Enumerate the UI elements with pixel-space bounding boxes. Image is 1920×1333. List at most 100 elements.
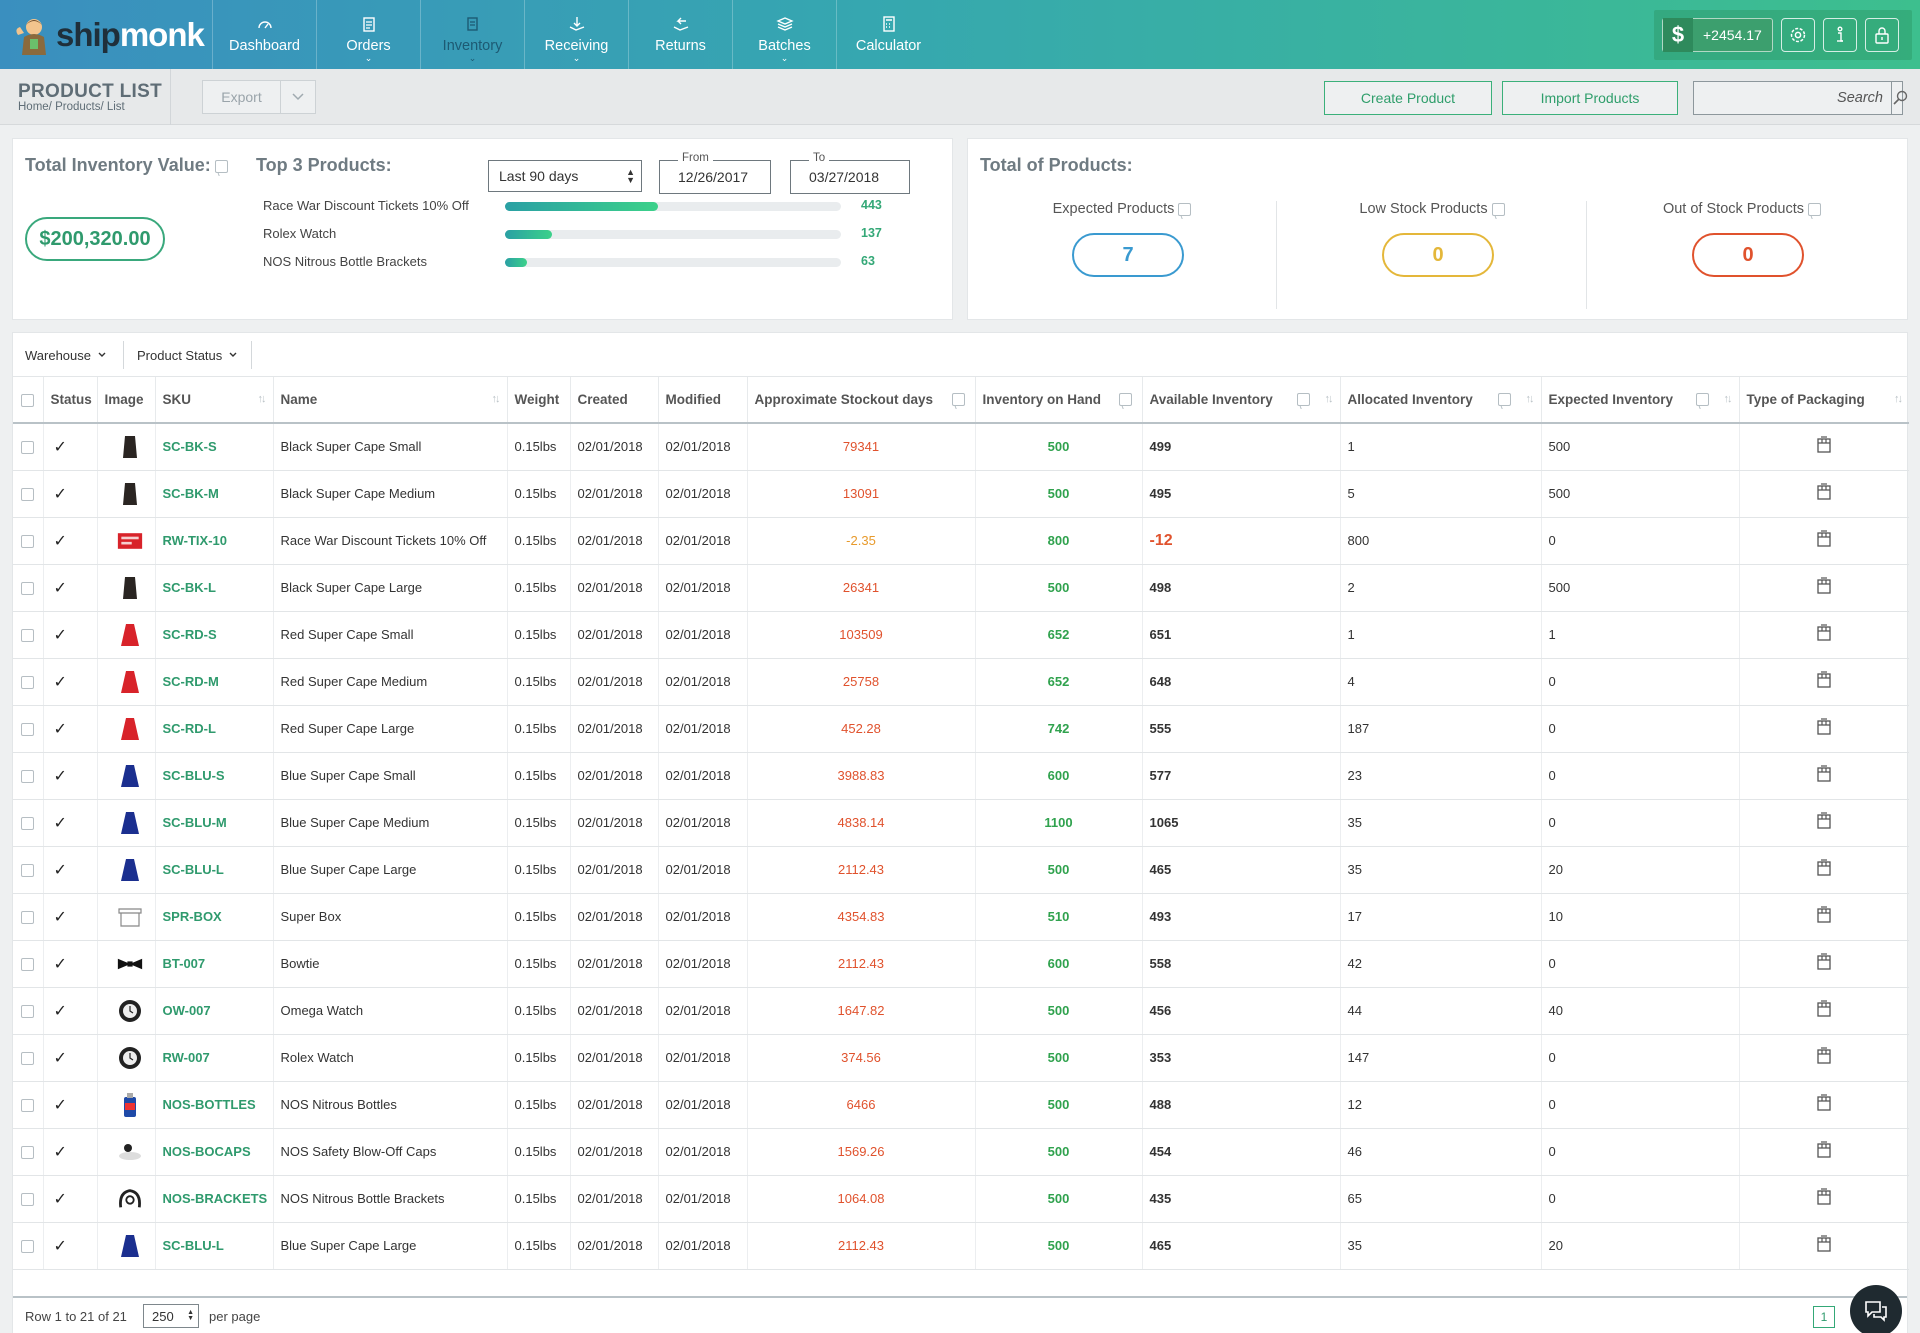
row-checkbox[interactable] (21, 1240, 34, 1254)
column-header-stockout-days[interactable]: Approximate Stockout days (747, 377, 976, 424)
product-image-cell[interactable] (97, 470, 156, 518)
sort-icon[interactable]: ↑↓ (491, 393, 501, 405)
row-checkbox[interactable] (21, 1052, 34, 1066)
row-select-cell[interactable] (13, 1222, 44, 1270)
column-header-on-hand[interactable]: Inventory on Hand (975, 377, 1143, 424)
sku-link[interactable]: SC-BLU-M (155, 799, 274, 847)
product-thumbnail[interactable] (117, 810, 143, 836)
per-page-select[interactable]: 250 ▲ ▼ (143, 1304, 199, 1328)
help-icon[interactable] (1118, 393, 1132, 406)
column-header-sku[interactable]: SKU ↑↓ (155, 377, 274, 424)
product-thumbnail[interactable] (117, 481, 143, 507)
sku-link[interactable]: OW-007 (155, 987, 274, 1035)
product-image-cell[interactable] (97, 987, 156, 1035)
breadcrumb[interactable]: Home/ Products/ List (18, 101, 125, 113)
table-row[interactable]: ✓ NOS-BOCAPS NOS Safety Blow-Off Caps 0.15l… (13, 1128, 1909, 1176)
row-select-cell[interactable] (13, 1081, 44, 1129)
row-select-cell[interactable] (13, 423, 44, 471)
row-select-cell[interactable] (13, 1034, 44, 1082)
packaging-type-cell[interactable] (1739, 470, 1909, 518)
row-checkbox[interactable] (21, 1005, 34, 1019)
table-row[interactable]: ✓ SC-BLU-L Blue Super Cape Large 0.15lbs 02/… (13, 1222, 1909, 1270)
sort-icon[interactable]: ↑↓ (1894, 393, 1903, 405)
product-thumbnail[interactable] (117, 1045, 143, 1071)
product-image-cell[interactable] (97, 893, 156, 941)
page-button[interactable]: 1 (1813, 1306, 1835, 1328)
create-product-button[interactable]: Create Product (1324, 81, 1492, 115)
product-thumbnail[interactable] (117, 951, 143, 977)
column-header-status[interactable]: Status (43, 377, 98, 424)
product-thumbnail[interactable] (117, 763, 143, 789)
table-row[interactable]: ✓ BT-007 Bowtie 0.15lbs 02/01/2018 02/01/2018… (13, 940, 1909, 988)
table-row[interactable]: ✓ SC-RD-S Red Super Cape Small 0.15lbs 02/01… (13, 611, 1909, 659)
packaging-type-cell[interactable] (1739, 940, 1909, 988)
product-image-cell[interactable] (97, 799, 156, 847)
table-row[interactable]: ✓ SC-BK-L Black Super Cape Large 0.15lbs 02/… (13, 564, 1909, 612)
sort-icon[interactable]: ↑↓ (1723, 393, 1733, 405)
product-thumbnail[interactable] (117, 622, 143, 648)
column-header-created[interactable]: Created (570, 377, 659, 424)
product-thumbnail[interactable] (117, 434, 143, 460)
column-header-name[interactable]: Name ↑↓ (273, 377, 508, 424)
row-select-cell[interactable] (13, 658, 44, 706)
row-checkbox[interactable] (21, 864, 34, 878)
warehouse-filter[interactable]: Warehouse (13, 344, 107, 366)
date-range-select[interactable]: Last 90 days ▲ ▼ (488, 160, 642, 192)
nav-item-orders[interactable]: Orders ⌄ (316, 0, 420, 69)
nav-item-returns[interactable]: Returns (628, 0, 732, 69)
product-image-cell[interactable] (97, 1128, 156, 1176)
balance-badge[interactable]: $ +2454.17 (1662, 18, 1773, 52)
to-date-field[interactable]: To 03/27/2018 (790, 152, 910, 194)
product-image-cell[interactable] (97, 1175, 156, 1223)
packaging-type-cell[interactable] (1739, 987, 1909, 1035)
select-all-header[interactable] (13, 377, 44, 424)
table-row[interactable]: ✓ SC-BLU-S Blue Super Cape Small 0.15lbs 02/… (13, 752, 1909, 800)
product-thumbnail[interactable] (117, 1186, 143, 1212)
packaging-type-cell[interactable] (1739, 705, 1909, 753)
row-select-cell[interactable] (13, 987, 44, 1035)
help-icon[interactable] (1296, 393, 1310, 406)
table-row[interactable]: ✓ OW-007 Omega Watch 0.15lbs 02/01/2018 02/01… (13, 987, 1909, 1035)
sku-link[interactable]: SC-RD-L (155, 705, 274, 753)
sort-icon[interactable]: ↑↓ (257, 393, 267, 405)
nav-item-batches[interactable]: Batches ⌄ (732, 0, 836, 69)
product-status-filter[interactable]: Product Status (125, 344, 238, 366)
packaging-type-cell[interactable] (1739, 1222, 1909, 1270)
row-checkbox[interactable] (21, 958, 34, 972)
row-select-cell[interactable] (13, 799, 44, 847)
sku-link[interactable]: SC-BLU-L (155, 1222, 274, 1270)
table-row[interactable]: ✓ SC-RD-M Red Super Cape Medium 0.15lbs 02/0… (13, 658, 1909, 706)
row-checkbox[interactable] (21, 1193, 34, 1207)
packaging-type-cell[interactable] (1739, 564, 1909, 612)
row-checkbox[interactable] (21, 723, 34, 737)
help-icon[interactable] (1178, 202, 1192, 216)
info-button[interactable] (1822, 18, 1857, 52)
product-image-cell[interactable] (97, 517, 156, 565)
column-header-modified[interactable]: Modified (658, 377, 748, 424)
export-button[interactable]: Export (203, 81, 281, 113)
product-thumbnail[interactable] (117, 998, 143, 1024)
product-thumbnail[interactable] (117, 575, 143, 601)
row-select-cell[interactable] (13, 564, 44, 612)
table-row[interactable]: ✓ SC-BLU-L Blue Super Cape Large 0.15lbs 02/… (13, 846, 1909, 894)
row-select-cell[interactable] (13, 517, 44, 565)
search-button[interactable] (1891, 82, 1908, 114)
row-select-cell[interactable] (13, 611, 44, 659)
product-image-cell[interactable] (97, 752, 156, 800)
row-checkbox[interactable] (21, 1146, 34, 1160)
product-thumbnail[interactable] (117, 904, 143, 930)
chevron-down-icon[interactable] (281, 81, 315, 113)
product-thumbnail[interactable] (117, 1233, 143, 1259)
product-thumbnail[interactable] (117, 1139, 143, 1165)
help-icon[interactable] (1808, 202, 1822, 216)
help-icon[interactable] (214, 159, 228, 173)
sku-link[interactable]: BT-007 (155, 940, 274, 988)
product-image-cell[interactable] (97, 423, 156, 471)
product-image-cell[interactable] (97, 846, 156, 894)
row-select-cell[interactable] (13, 940, 44, 988)
table-row[interactable]: ✓ SC-RD-L Red Super Cape Large 0.15lbs 02/01… (13, 705, 1909, 753)
packaging-type-cell[interactable] (1739, 893, 1909, 941)
product-image-cell[interactable] (97, 658, 156, 706)
import-products-button[interactable]: Import Products (1502, 81, 1678, 115)
nav-item-dashboard[interactable]: Dashboard (212, 0, 316, 69)
